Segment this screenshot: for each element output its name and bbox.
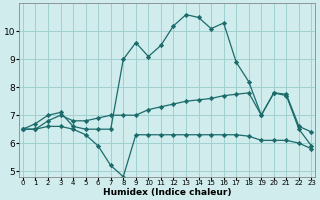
X-axis label: Humidex (Indice chaleur): Humidex (Indice chaleur) bbox=[103, 188, 231, 197]
